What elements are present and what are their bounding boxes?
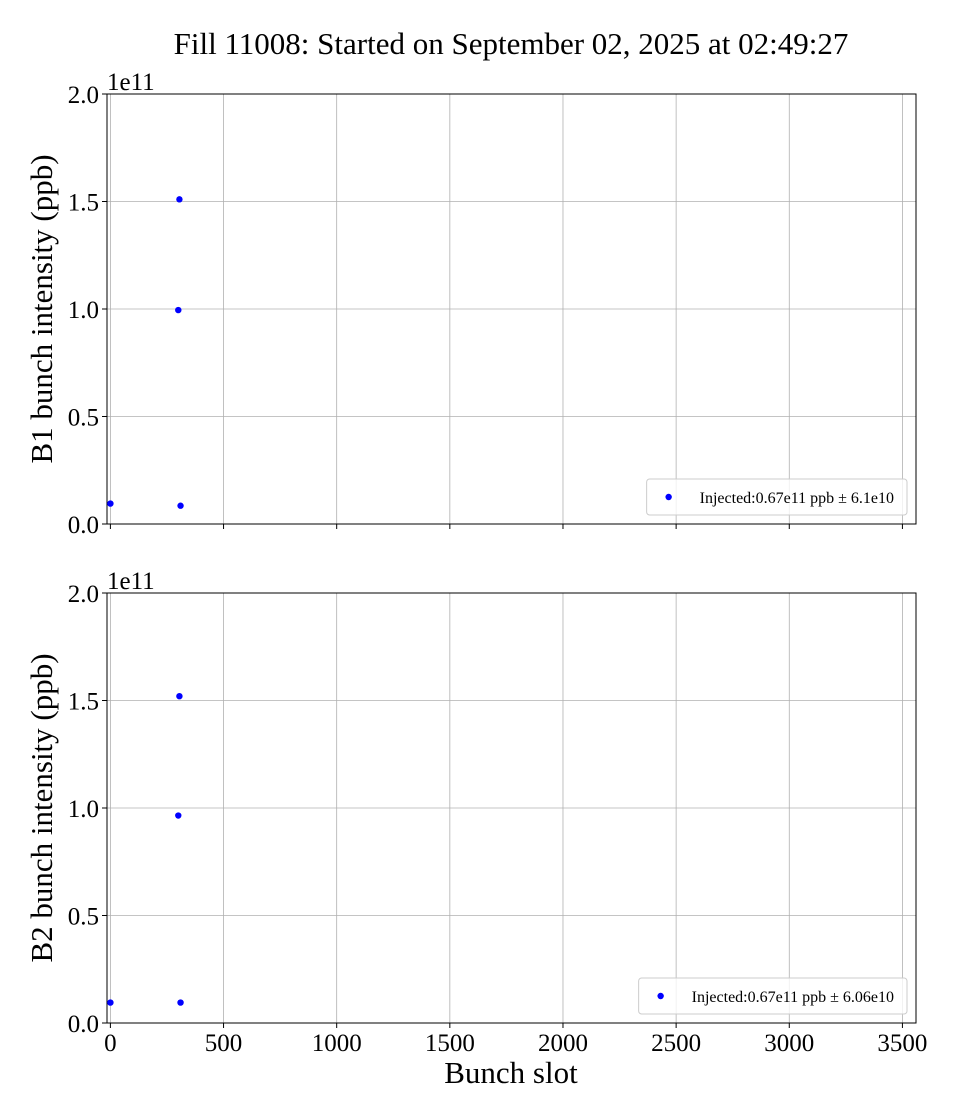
y-axis-label: B2 bunch intensity (ppb) [24, 653, 59, 962]
legend: Injected:0.67e11 ppb ± 6.06e10 [638, 977, 908, 1015]
data-point [176, 693, 183, 700]
y-tick-label: 0.5 [68, 904, 99, 931]
data-point [107, 999, 114, 1006]
legend-entry-label: Injected:0.67e11 ppb ± 6.06e10 [692, 989, 894, 1006]
x-tick-label: 1000 [312, 1030, 362, 1057]
data-point [177, 999, 184, 1006]
y-offset-label: 1e11 [107, 568, 155, 595]
legend-box [646, 478, 908, 516]
y-tick-label: 1.5 [68, 190, 99, 217]
legend-box [638, 977, 908, 1015]
legend-marker [665, 493, 672, 501]
x-tick-label: 0 [104, 1030, 117, 1057]
legend-marker [657, 992, 664, 1000]
data-point [175, 812, 182, 819]
y-tick-label: 0.0 [68, 512, 99, 539]
data-point [107, 500, 114, 507]
plot-frame [106, 592, 917, 1024]
x-tick-label: 2000 [538, 1030, 588, 1057]
y-tick-label: 1.0 [68, 796, 99, 823]
data-point [177, 502, 184, 509]
panel-1: 0.0 0.5 1.0 1.5 2.0 1e11 B1 bunch intensity (p… [24, 69, 917, 539]
legend: Injected:0.67e11 ppb ± 6.1e10 [646, 478, 908, 516]
y-axis-label: B1 bunch intensity (ppb) [24, 154, 59, 463]
y-tick-label: 0.0 [68, 1011, 99, 1038]
legend-entry-label: Injected:0.67e11 ppb ± 6.1e10 [700, 490, 894, 507]
data-point [176, 196, 183, 203]
y-tick-label: 0.5 [68, 405, 99, 432]
data-point [175, 306, 182, 314]
x-tick-label: 500 [205, 1030, 243, 1057]
y-tick-label: 2.0 [68, 82, 99, 109]
figure-title: Fill 11008: Started on September 02, 202… [174, 26, 849, 61]
x-tick-label: 3000 [764, 1030, 814, 1057]
y-tick-label: 1.5 [68, 689, 99, 716]
x-axis-label: Bunch slot [444, 1055, 578, 1090]
x-tick-label: 2500 [651, 1030, 701, 1057]
plot-frame [106, 93, 917, 525]
y-tick-label: 2.0 [68, 581, 99, 608]
x-tick-label: 1500 [425, 1030, 475, 1057]
y-tick-label: 1.0 [68, 297, 99, 324]
x-tick-label: 3500 [877, 1030, 927, 1057]
y-offset-label: 1e11 [107, 69, 155, 96]
panel-2: 0 500 1000 1500 2000 2500 3000 3500 0.0 0.5 1.0 1.5… [24, 568, 927, 1057]
